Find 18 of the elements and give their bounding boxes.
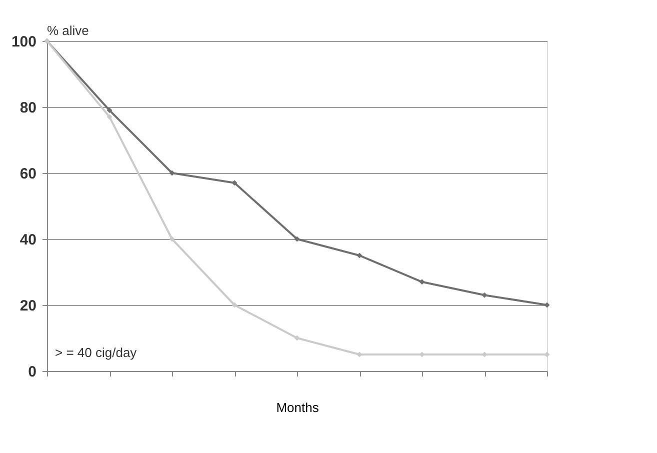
point xyxy=(106,108,112,114)
point xyxy=(169,236,175,242)
x-axis-title: Months xyxy=(276,400,320,415)
annotation: > = 40 cig/day xyxy=(55,345,138,360)
point xyxy=(356,252,362,258)
point xyxy=(419,279,425,285)
y-axis-title: % alive xyxy=(47,23,89,38)
point xyxy=(294,335,300,341)
point xyxy=(169,170,175,176)
y-tick-label: 20 xyxy=(20,298,36,314)
y-tick-label: 60 xyxy=(20,166,36,182)
y-tick-label: 80 xyxy=(20,100,36,116)
point xyxy=(232,302,238,308)
point xyxy=(294,236,300,242)
point xyxy=(106,114,112,120)
y-tick-label: 100 xyxy=(11,34,36,50)
y-tick-label: 40 xyxy=(20,232,36,248)
y-tick-label: 0 xyxy=(28,364,36,380)
